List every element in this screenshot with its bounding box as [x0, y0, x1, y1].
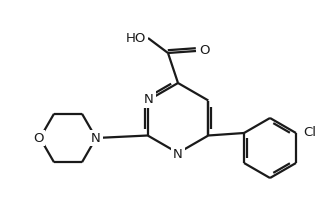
Text: O: O	[33, 131, 43, 145]
Text: Cl: Cl	[304, 127, 316, 139]
Text: N: N	[91, 131, 101, 145]
Text: HO: HO	[126, 32, 146, 45]
Text: N: N	[173, 148, 183, 160]
Text: N: N	[144, 93, 153, 106]
Text: O: O	[199, 45, 209, 57]
